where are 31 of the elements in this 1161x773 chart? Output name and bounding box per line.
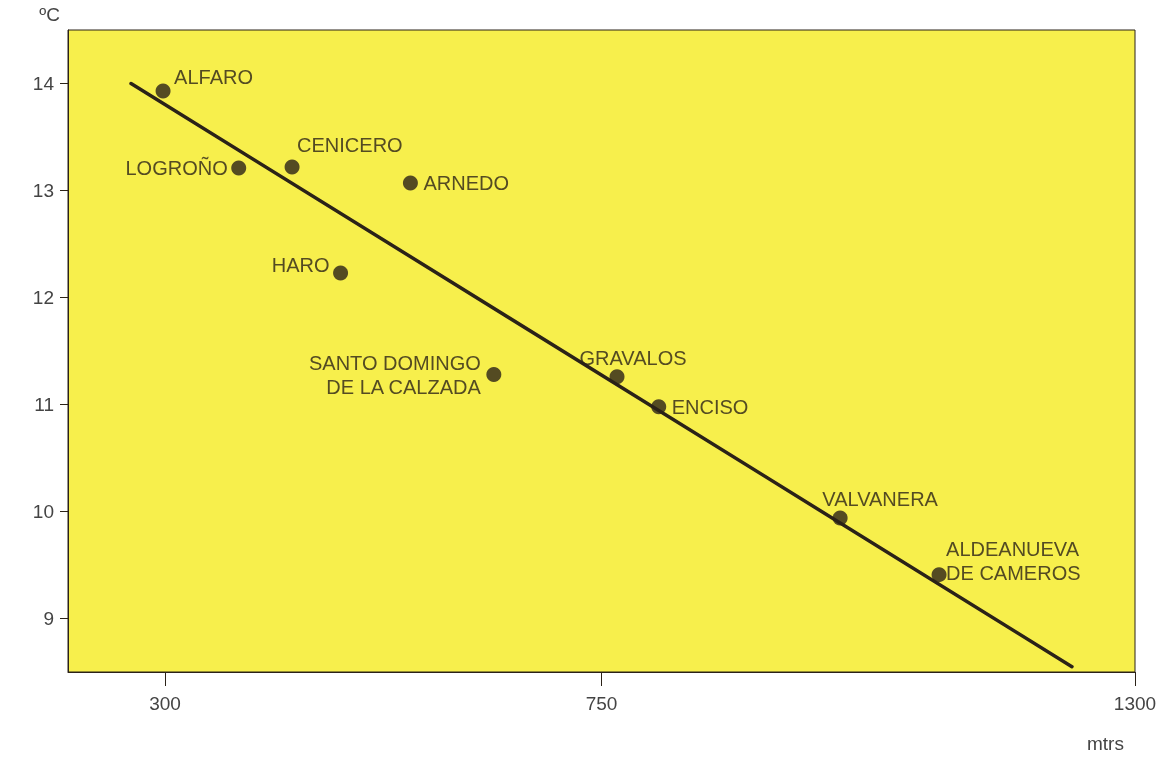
point [486, 367, 502, 383]
x-axis-title: mtrs [1087, 733, 1124, 754]
annotation: HARO [271, 253, 330, 276]
y-tick-label: 12 [32, 287, 54, 308]
y-axis-title: ºC [39, 4, 60, 25]
y-tick-label: 14 [32, 73, 55, 94]
annotation: CENICERO [297, 133, 403, 156]
y-tick-label: 13 [32, 180, 54, 201]
y-tick-label: 10 [32, 501, 54, 522]
annotation: GRAVALOS [579, 346, 687, 369]
annotation: VALVANERA [822, 487, 939, 510]
point [651, 399, 667, 415]
point [284, 159, 300, 175]
point [155, 83, 171, 99]
x-tick-label: 1300 [1113, 693, 1157, 714]
point [231, 160, 247, 176]
point [609, 369, 625, 385]
annotation: ALFARO [174, 65, 253, 88]
y-tick-label: 11 [34, 394, 54, 415]
x-tick-label: 750 [585, 693, 618, 714]
annotation: SANTO DOMINGO DE LA CALZADA [308, 351, 482, 398]
annotation: ENCISO [671, 395, 749, 418]
point [333, 265, 349, 281]
annotation: LOGROÑO [125, 156, 228, 180]
point [931, 567, 947, 583]
x-tick-label: 300 [149, 693, 181, 714]
point [402, 175, 418, 191]
annotation: ALDEANUEVA DE CAMEROS [946, 537, 1081, 584]
y-tick-label: 9 [43, 608, 54, 629]
point [832, 510, 848, 526]
annotation: ARNEDO [423, 172, 509, 195]
